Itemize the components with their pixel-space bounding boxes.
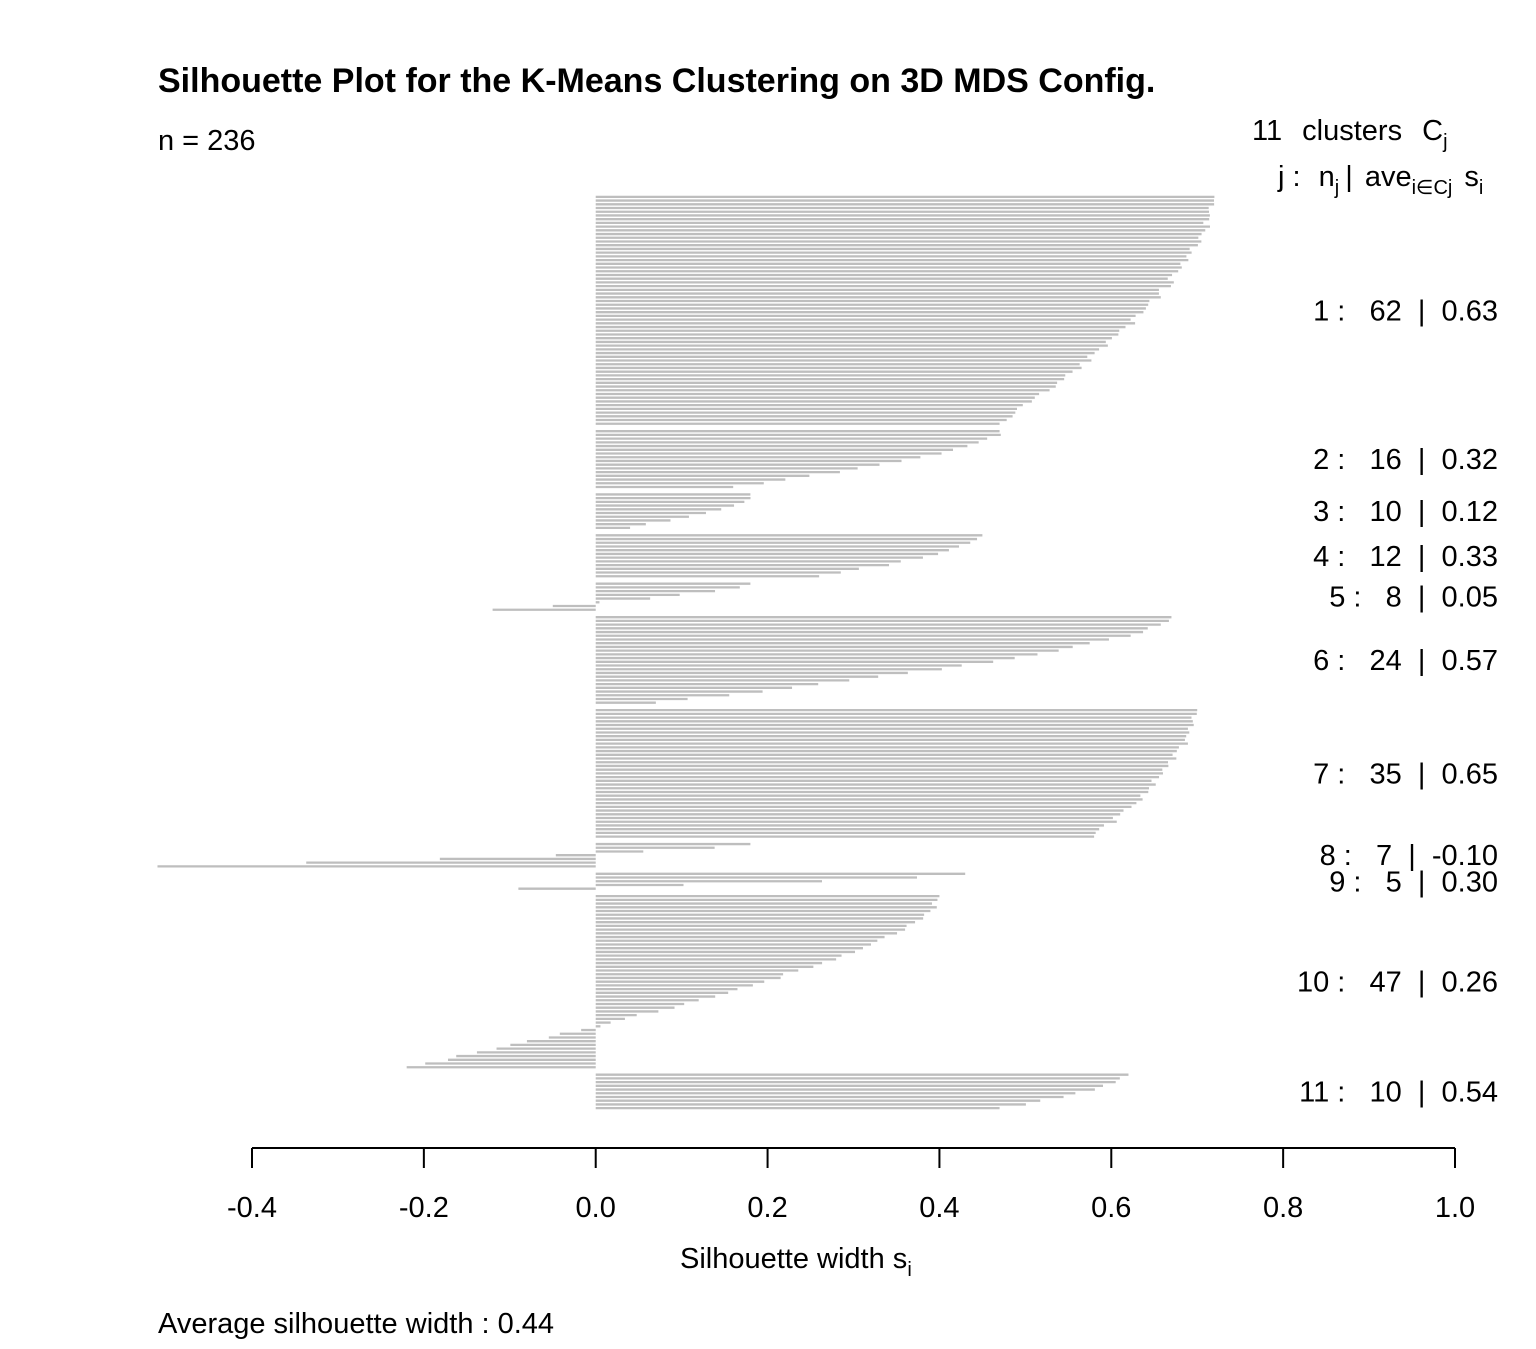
col-s: s xyxy=(1464,161,1479,193)
x-tick-label: 0.0 xyxy=(576,1192,616,1224)
n-label: n = 236 xyxy=(158,125,256,157)
x-tick-label: 0.4 xyxy=(919,1192,959,1224)
cluster-label-5: 5 : 8 | 0.05 xyxy=(1329,582,1498,614)
cluster-label-11: 11 : 10 | 0.54 xyxy=(1299,1076,1498,1108)
col-ave-sub: i∈Cj xyxy=(1412,177,1453,199)
x-axis-label: Silhouette width si xyxy=(680,1243,912,1281)
cluster-label-7: 7 : 35 | 0.65 xyxy=(1313,758,1498,790)
col-sep: | xyxy=(1345,161,1353,193)
x-axis: -0.4 -0.2 0.0 0.2 0.4 0.6 0.8 1.0 xyxy=(227,1147,1475,1224)
x-tick-label: 0.6 xyxy=(1091,1192,1131,1224)
column-header: j : nj | avei∈Cj si xyxy=(1277,161,1483,199)
chart-title: Silhouette Plot for the K-Means Clusteri… xyxy=(158,62,1155,100)
col-n: n xyxy=(1319,161,1335,193)
x-tick-label: -0.4 xyxy=(227,1192,277,1224)
col-ave: ave xyxy=(1365,161,1412,193)
svg-text:11 clusters Cj: 11 clusters Cj xyxy=(1252,115,1448,153)
cluster-label-9: 9 : 5 | 0.30 xyxy=(1329,866,1498,898)
x-tick-label: -0.2 xyxy=(399,1192,449,1224)
cluster-label-6: 6 : 24 | 0.57 xyxy=(1313,645,1498,677)
x-tick-label: 0.2 xyxy=(747,1192,787,1224)
clusters-word: clusters xyxy=(1302,115,1402,147)
x-tick-label: 1.0 xyxy=(1435,1192,1475,1224)
clusters-header: 11 clusters Cj xyxy=(1252,115,1448,153)
col-n-sub: j xyxy=(1334,177,1339,199)
cluster-label-1: 1 : 62 | 0.63 xyxy=(1313,295,1498,327)
cluster-label-8: 8 : 7 | -0.10 xyxy=(1320,840,1498,872)
x-tick-label: 0.8 xyxy=(1263,1192,1303,1224)
cluster-label-10: 10 : 47 | 0.26 xyxy=(1297,967,1498,999)
clusters-count: 11 xyxy=(1252,115,1282,147)
average-silhouette-width: Average silhouette width : 0.44 xyxy=(158,1308,554,1340)
bars-group xyxy=(157,195,1215,1110)
cluster-labels: 1 : 62 | 0.63 2 : 16 | 0.32 3 : 10 | 0.12 4… xyxy=(1297,295,1498,1108)
cluster-label-4: 4 : 12 | 0.33 xyxy=(1313,541,1498,573)
cluster-label-2: 2 : 16 | 0.32 xyxy=(1313,444,1498,476)
col-s-sub: i xyxy=(1479,177,1483,199)
clusters-symbol-sub: j xyxy=(1442,131,1447,153)
cluster-label-3: 3 : 10 | 0.12 xyxy=(1313,496,1498,528)
clusters-symbol: C xyxy=(1422,115,1443,147)
col-j: j : xyxy=(1277,161,1301,193)
